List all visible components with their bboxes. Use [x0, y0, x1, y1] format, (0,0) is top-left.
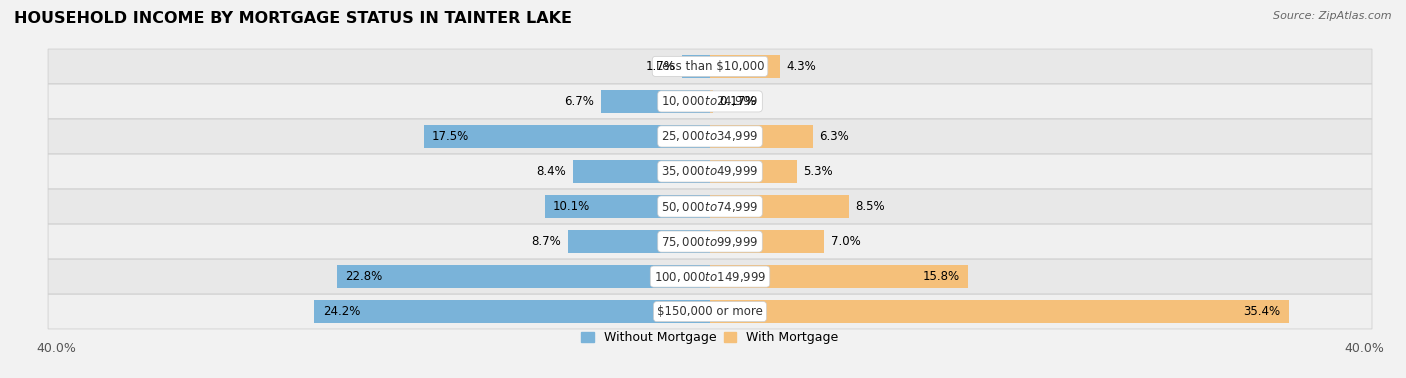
Bar: [710, 300, 1289, 323]
Text: $75,000 to $99,999: $75,000 to $99,999: [661, 235, 759, 249]
FancyBboxPatch shape: [48, 119, 1372, 154]
Text: $25,000 to $34,999: $25,000 to $34,999: [661, 129, 759, 143]
Text: 7.0%: 7.0%: [831, 235, 860, 248]
FancyBboxPatch shape: [48, 84, 1372, 119]
Bar: [425, 125, 710, 148]
Text: 1.7%: 1.7%: [645, 60, 676, 73]
Text: 15.8%: 15.8%: [922, 270, 960, 283]
Bar: [572, 160, 710, 183]
Text: 8.4%: 8.4%: [537, 165, 567, 178]
Bar: [710, 230, 824, 253]
Text: 35.4%: 35.4%: [1243, 305, 1281, 318]
FancyBboxPatch shape: [48, 189, 1372, 224]
Text: $10,000 to $24,999: $10,000 to $24,999: [661, 94, 759, 108]
FancyBboxPatch shape: [48, 154, 1372, 189]
Text: 22.8%: 22.8%: [346, 270, 382, 283]
Text: 17.5%: 17.5%: [432, 130, 470, 143]
Text: 6.7%: 6.7%: [564, 95, 593, 108]
Bar: [600, 90, 710, 113]
Text: 5.3%: 5.3%: [803, 165, 832, 178]
Bar: [682, 55, 710, 78]
Text: 6.3%: 6.3%: [820, 130, 849, 143]
Legend: Without Mortgage, With Mortgage: Without Mortgage, With Mortgage: [576, 326, 844, 349]
Text: 8.7%: 8.7%: [531, 235, 561, 248]
Text: 0.17%: 0.17%: [720, 95, 756, 108]
Text: Source: ZipAtlas.com: Source: ZipAtlas.com: [1274, 11, 1392, 21]
Text: $50,000 to $74,999: $50,000 to $74,999: [661, 200, 759, 214]
Text: $35,000 to $49,999: $35,000 to $49,999: [661, 164, 759, 178]
Bar: [546, 195, 710, 218]
Bar: [568, 230, 710, 253]
Bar: [710, 90, 713, 113]
Bar: [710, 125, 813, 148]
Text: $100,000 to $149,999: $100,000 to $149,999: [654, 270, 766, 284]
Text: $150,000 or more: $150,000 or more: [657, 305, 763, 318]
Bar: [337, 265, 710, 288]
Bar: [710, 55, 780, 78]
Text: 24.2%: 24.2%: [322, 305, 360, 318]
Text: Less than $10,000: Less than $10,000: [655, 60, 765, 73]
FancyBboxPatch shape: [48, 49, 1372, 84]
Bar: [710, 160, 797, 183]
Bar: [710, 265, 969, 288]
FancyBboxPatch shape: [48, 294, 1372, 329]
Text: HOUSEHOLD INCOME BY MORTGAGE STATUS IN TAINTER LAKE: HOUSEHOLD INCOME BY MORTGAGE STATUS IN T…: [14, 11, 572, 26]
Text: 4.3%: 4.3%: [787, 60, 817, 73]
FancyBboxPatch shape: [48, 259, 1372, 294]
Bar: [710, 195, 849, 218]
FancyBboxPatch shape: [48, 224, 1372, 259]
Text: 10.1%: 10.1%: [553, 200, 591, 213]
Bar: [315, 300, 710, 323]
Text: 8.5%: 8.5%: [855, 200, 886, 213]
